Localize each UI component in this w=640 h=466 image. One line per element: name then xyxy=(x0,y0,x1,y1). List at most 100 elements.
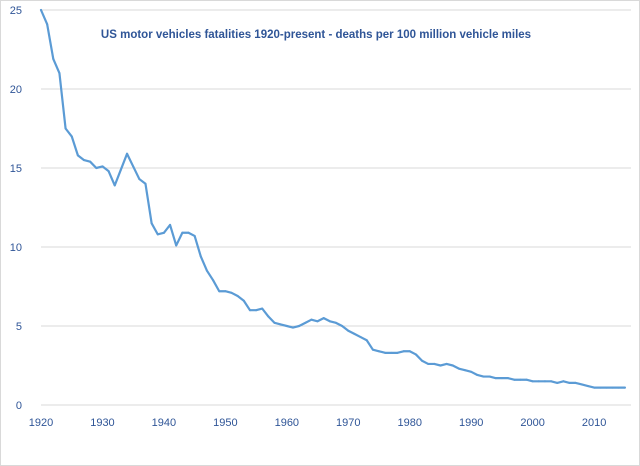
gridlines xyxy=(41,9,631,406)
data-point xyxy=(156,233,159,236)
data-point xyxy=(298,325,301,327)
data-point xyxy=(531,380,534,383)
data-point xyxy=(445,362,448,365)
data-point xyxy=(212,279,215,282)
data-point xyxy=(396,351,399,354)
data-point xyxy=(175,244,178,247)
data-point xyxy=(580,383,583,386)
data-point xyxy=(113,184,116,187)
y-tick-label: 0 xyxy=(16,400,22,412)
chart-title: US motor vehicles fatalities 1920-presen… xyxy=(101,29,531,41)
data-point xyxy=(341,325,344,327)
data-point xyxy=(126,152,129,155)
data-point xyxy=(599,386,602,389)
data-point xyxy=(568,381,571,384)
data-point xyxy=(574,381,577,384)
data-point xyxy=(519,378,522,381)
data-point xyxy=(187,231,190,234)
data-point xyxy=(365,339,368,342)
data-point xyxy=(556,381,559,384)
y-tick-label: 15 xyxy=(10,163,22,175)
data-point xyxy=(384,351,387,354)
y-tick-label: 25 xyxy=(10,5,22,17)
data-point xyxy=(488,375,491,378)
data-point xyxy=(543,380,546,383)
data-point xyxy=(378,350,381,353)
y-tick-label: 20 xyxy=(10,84,22,96)
data-point xyxy=(119,168,122,171)
x-tick-label: 1990 xyxy=(459,417,483,429)
data-point xyxy=(267,315,270,318)
data-point xyxy=(611,386,614,389)
data-point xyxy=(390,351,393,354)
data-point xyxy=(205,269,208,272)
data-point xyxy=(359,336,362,339)
data-point xyxy=(101,165,104,168)
data-point xyxy=(138,178,141,181)
data-point xyxy=(144,182,147,185)
data-point xyxy=(83,159,86,162)
data-point xyxy=(70,135,73,138)
data-point xyxy=(279,323,282,326)
data-point xyxy=(439,364,442,367)
x-tick-label: 1940 xyxy=(152,417,176,429)
data-point xyxy=(328,320,331,323)
x-tick-label: 2010 xyxy=(582,417,606,429)
data-point xyxy=(230,291,233,294)
data-point xyxy=(421,359,424,362)
x-tick-label: 1950 xyxy=(213,417,237,429)
data-point xyxy=(89,160,92,163)
data-point xyxy=(52,57,55,60)
series-line-fatality-rate xyxy=(39,8,626,389)
data-point xyxy=(64,127,67,130)
data-point xyxy=(150,222,153,225)
x-tick-label: 1920 xyxy=(29,417,53,429)
data-point xyxy=(236,294,239,297)
x-axis-ticks: 1920 1930 1940 1950 1960 1970 1980 1990 2000 2010 xyxy=(29,417,607,429)
data-point xyxy=(273,321,276,324)
data-point xyxy=(193,234,196,237)
data-point xyxy=(58,72,61,75)
data-point xyxy=(371,348,374,351)
data-point xyxy=(605,386,608,389)
data-point xyxy=(291,326,294,329)
data-point xyxy=(433,362,436,365)
data-point xyxy=(586,385,589,388)
data-point xyxy=(335,321,337,324)
data-point xyxy=(507,377,510,380)
data-point xyxy=(181,231,184,234)
data-point xyxy=(255,309,258,312)
data-point xyxy=(427,362,430,365)
data-point xyxy=(132,165,135,168)
data-point xyxy=(550,380,553,383)
data-point xyxy=(494,377,497,380)
data-point xyxy=(248,309,251,312)
y-tick-label: 5 xyxy=(16,321,22,333)
x-tick-label: 1980 xyxy=(398,417,422,429)
data-point xyxy=(562,380,565,383)
data-point xyxy=(316,320,319,323)
data-point xyxy=(617,386,620,389)
data-point xyxy=(261,307,264,310)
data-point xyxy=(500,377,503,380)
data-point xyxy=(525,378,528,381)
y-tick-label: 10 xyxy=(10,242,22,254)
data-point xyxy=(322,317,325,320)
data-point xyxy=(476,373,479,376)
data-point xyxy=(218,290,221,293)
y-axis-ticks: 0 5 10 15 20 25 xyxy=(10,5,22,412)
data-point xyxy=(224,290,227,293)
data-point xyxy=(470,370,473,373)
data-point xyxy=(457,367,460,370)
data-point xyxy=(76,154,79,157)
data-point xyxy=(408,350,411,353)
data-point xyxy=(95,167,98,169)
data-point xyxy=(414,353,417,356)
data-point xyxy=(537,380,540,383)
data-point xyxy=(40,9,42,11)
data-point xyxy=(304,321,307,324)
data-point xyxy=(285,325,288,327)
data-point xyxy=(347,329,350,332)
